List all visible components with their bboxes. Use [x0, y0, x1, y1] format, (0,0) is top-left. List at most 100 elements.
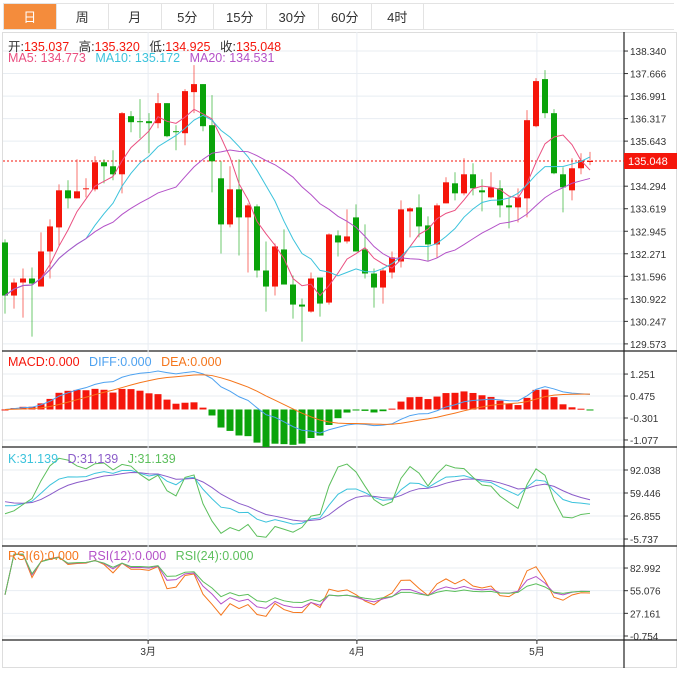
macd-bar — [415, 396, 423, 410]
axis-label-price: 133.619 — [630, 205, 667, 216]
candle-body — [425, 225, 431, 245]
tab-6[interactable]: 60分 — [319, 4, 372, 29]
macd-value: MACD:0.000 — [8, 355, 80, 369]
macd-bar — [334, 409, 342, 419]
rsi24-line — [4, 553, 591, 603]
candle-body — [461, 174, 467, 194]
candle-body — [200, 84, 206, 127]
candle-body — [470, 174, 476, 189]
macd-bar — [82, 390, 90, 410]
candle — [506, 197, 512, 229]
macd-bar — [217, 409, 225, 428]
tab-3[interactable]: 5分 — [162, 4, 214, 29]
candle-body — [263, 270, 269, 287]
axis-label-price: 136.317 — [630, 115, 667, 126]
candle — [83, 178, 89, 198]
macd-bar — [190, 402, 198, 410]
tab-1[interactable]: 周 — [57, 4, 109, 29]
macd-bar — [379, 409, 387, 412]
candle — [335, 230, 341, 257]
candle-body — [362, 249, 368, 274]
close-value: 135.048 — [235, 40, 282, 54]
macd-bar — [451, 392, 459, 410]
rsi-legend: RSI(6):0.000 RSI(12):0.000 RSI(24):0.000 — [8, 549, 260, 563]
x-axis-label: 3月 — [140, 646, 156, 658]
axis-label-kdj: 26.855 — [630, 512, 661, 523]
macd-bar — [514, 405, 522, 410]
candle — [452, 172, 458, 201]
tab-0[interactable]: 日 — [4, 4, 57, 29]
candle — [470, 163, 476, 196]
candle-body — [326, 234, 332, 303]
candle-body — [578, 160, 584, 169]
macd-bar — [505, 403, 513, 410]
candle-body — [569, 168, 575, 191]
axis-label-rsi: 82.992 — [630, 564, 661, 575]
candle-body — [119, 113, 125, 175]
candle-body — [2, 242, 8, 296]
candle — [542, 70, 548, 119]
macd-bar — [442, 393, 450, 410]
candle — [47, 219, 53, 279]
macd-bar — [550, 397, 558, 410]
candle — [461, 158, 467, 196]
candle — [218, 161, 224, 254]
ma-legend: MA5: 134.773 MA10: 135.172 MA20: 134.531 — [8, 51, 280, 65]
tab-4[interactable]: 15分 — [214, 4, 267, 29]
ohlc-legend: 开:135.037 高:135.320 低:134.925 收:135.048 — [8, 36, 287, 55]
candle — [2, 239, 8, 314]
macd-legend: MACD:0.000 DIFF:0.000 DEA:0.000 — [8, 355, 228, 369]
macd-bar — [487, 396, 495, 410]
candle — [290, 275, 296, 319]
candle-body — [308, 278, 314, 312]
candle-body — [533, 81, 539, 127]
tab-7[interactable]: 4时 — [372, 4, 424, 29]
axis-label-price: 130.247 — [630, 317, 667, 328]
candle-body — [389, 257, 395, 273]
macd-bar — [541, 389, 549, 410]
axis-label-kdj: 59.446 — [630, 489, 661, 500]
candle — [110, 150, 116, 181]
axis-label-rsi: 27.161 — [630, 609, 661, 620]
candle-body — [209, 125, 215, 162]
candle-body — [227, 189, 233, 225]
macd-bar — [100, 389, 108, 410]
candle — [137, 99, 143, 139]
macd-bar — [226, 409, 234, 431]
tab-5[interactable]: 30分 — [267, 4, 319, 29]
macd-bar — [28, 406, 36, 410]
ma20-line — [4, 149, 591, 296]
candle — [65, 180, 71, 209]
candle-body — [371, 273, 377, 288]
macd-bar — [307, 409, 315, 439]
candle-body — [245, 205, 251, 218]
axis-label-kdj: 92.038 — [630, 466, 661, 477]
ma5-line — [4, 108, 591, 297]
candle-body — [92, 162, 98, 190]
ma10-line — [4, 114, 591, 296]
candle-body — [83, 188, 89, 190]
low-value: 134.925 — [165, 40, 211, 54]
macd-bar — [361, 409, 369, 411]
candle — [479, 179, 485, 212]
candle-body — [38, 251, 44, 287]
candle — [524, 110, 530, 218]
macd-bar — [37, 403, 45, 410]
x-axis-label: 5月 — [529, 646, 545, 658]
candle-body — [299, 304, 305, 307]
axis-label-price: 135.643 — [630, 137, 667, 148]
macd-bar — [55, 392, 63, 410]
macd-bar — [109, 392, 117, 410]
candle-body — [47, 226, 53, 252]
macd-bar — [154, 394, 162, 410]
candle — [29, 267, 35, 337]
tab-2[interactable]: 月 — [109, 4, 162, 29]
candle — [245, 203, 251, 273]
candle — [416, 194, 422, 238]
high-label: 高: — [78, 40, 95, 54]
candle — [308, 272, 314, 313]
candle — [569, 158, 575, 201]
axis-label-price: 129.573 — [630, 340, 667, 351]
candle — [497, 180, 503, 218]
